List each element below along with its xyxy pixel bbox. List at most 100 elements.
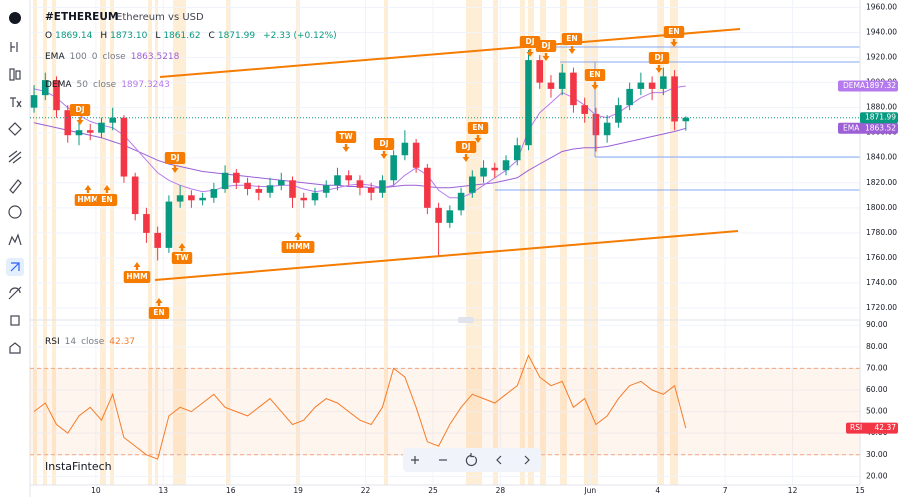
legend-text: 42.37: [109, 337, 135, 347]
candle-body: [469, 176, 476, 193]
signal-zone: [560, 0, 567, 485]
watermark: InstaFintech: [45, 460, 112, 473]
signal-zone: [43, 0, 47, 485]
y-tick-label: 1720.00: [866, 303, 897, 312]
signal-label: DJ: [525, 37, 534, 46]
signal-label-bg: [535, 40, 557, 52]
signal-label-bg: [663, 26, 685, 38]
y-tick-label: 30.00: [866, 450, 888, 459]
signal-zone: [540, 0, 546, 485]
shape-tool[interactable]: [8, 122, 22, 136]
signal-arrow: [76, 117, 84, 125]
signal-arrow: [171, 165, 179, 173]
candle-body: [356, 180, 364, 188]
candle-body: [547, 82, 555, 89]
candles-tool-2[interactable]: [15, 70, 21, 80]
x-tick-label: 12: [788, 486, 798, 495]
rsi-legend: RSI 14 close 42.37: [45, 337, 135, 347]
signal: EN: [96, 185, 118, 206]
signal-arrow: [155, 298, 163, 306]
price-tag-value: 1871.99: [865, 113, 896, 122]
candle-body: [390, 155, 397, 181]
signal-label: HMM: [77, 195, 98, 204]
scroll-right-button[interactable]: [524, 455, 530, 465]
candle-body: [525, 60, 532, 146]
channel-lower: [154, 230, 739, 281]
pane-handle[interactable]: [458, 317, 474, 323]
signal-arrow: [84, 185, 92, 193]
candle-body: [165, 201, 173, 248]
y-tick-label: 80.00: [866, 342, 888, 351]
price-tag-name: DEMA: [843, 81, 866, 90]
signal: HMM: [74, 185, 102, 206]
signal-arrow: [670, 39, 678, 47]
signal-arrow: [474, 135, 482, 143]
candle-body: [154, 232, 161, 248]
candles-tool[interactable]: [9, 68, 15, 81]
x-tick-label: 4: [655, 486, 660, 495]
signal-label: DJ: [654, 53, 663, 62]
candle-body: [457, 192, 465, 211]
signal-zone: [384, 0, 388, 485]
zoom-in-button[interactable]: [411, 456, 419, 464]
cursor-tool[interactable]: [10, 42, 18, 52]
label-layer: 1960.001940.001920.001900.001880.001860.…: [69, 3, 898, 495]
price-tag-name: EMA: [843, 123, 860, 132]
channel-upper: [159, 28, 741, 78]
candle-body: [660, 76, 667, 89]
candle-body: [367, 187, 375, 193]
signal-label-bg: [648, 52, 670, 64]
signal-zone: [226, 0, 230, 485]
candle-body: [255, 189, 263, 193]
signal-zone: [670, 0, 678, 485]
brush-tool[interactable]: [9, 179, 22, 194]
home-tool[interactable]: [9, 342, 21, 354]
signal-label: IHMM: [286, 242, 310, 251]
signal-arrow: [542, 53, 550, 61]
signal-label: EN: [566, 34, 577, 43]
signal-zone: [148, 0, 152, 485]
candle-body: [446, 210, 454, 223]
candle-body: [210, 189, 218, 198]
magnet-tool[interactable]: [10, 262, 20, 272]
y-tick-label: 1840.00: [866, 153, 897, 162]
y-tick-label: 1760.00: [866, 253, 897, 262]
candle-body: [289, 180, 296, 198]
candle-body: [345, 175, 352, 181]
signal: DJ: [535, 40, 557, 61]
signal: EN: [467, 122, 489, 143]
x-tick-label: 13: [159, 486, 169, 495]
y-tick-label: 50.00: [866, 407, 888, 416]
fib-tool[interactable]: [8, 150, 22, 164]
reset-button[interactable]: [465, 453, 478, 467]
logo-icon[interactable]: [9, 12, 21, 24]
pattern-tool[interactable]: [8, 233, 22, 246]
signal: TW: [335, 131, 357, 152]
lock-tool[interactable]: [10, 315, 20, 326]
candle-body: [648, 82, 656, 89]
candle-body: [311, 192, 319, 201]
signal-label-bg: [123, 271, 151, 283]
legend-text: close: [93, 80, 117, 90]
scroll-left-button[interactable]: [496, 455, 502, 465]
candle-body: [86, 130, 94, 133]
price-tag: 1871.99: [860, 112, 898, 124]
candle-body: [75, 130, 83, 136]
legend-text: 1871.99: [218, 31, 255, 41]
candle-body: [671, 76, 678, 122]
y-tick-label: 1740.00: [866, 278, 897, 287]
candle-body: [199, 197, 206, 201]
indicator-tool[interactable]: [10, 97, 22, 108]
signal: DJ: [519, 36, 541, 57]
legend-text: +2.33 (+0.12%): [263, 31, 337, 41]
emoji-tool[interactable]: [8, 205, 22, 219]
signal-label-bg: [148, 307, 170, 319]
signal-zone: [520, 0, 525, 485]
signal-arrow: [526, 49, 534, 57]
signal-label: DJ: [379, 139, 388, 148]
signal: EN: [584, 69, 606, 90]
hide-tool[interactable]: [8, 286, 22, 300]
drawings: [154, 28, 860, 281]
